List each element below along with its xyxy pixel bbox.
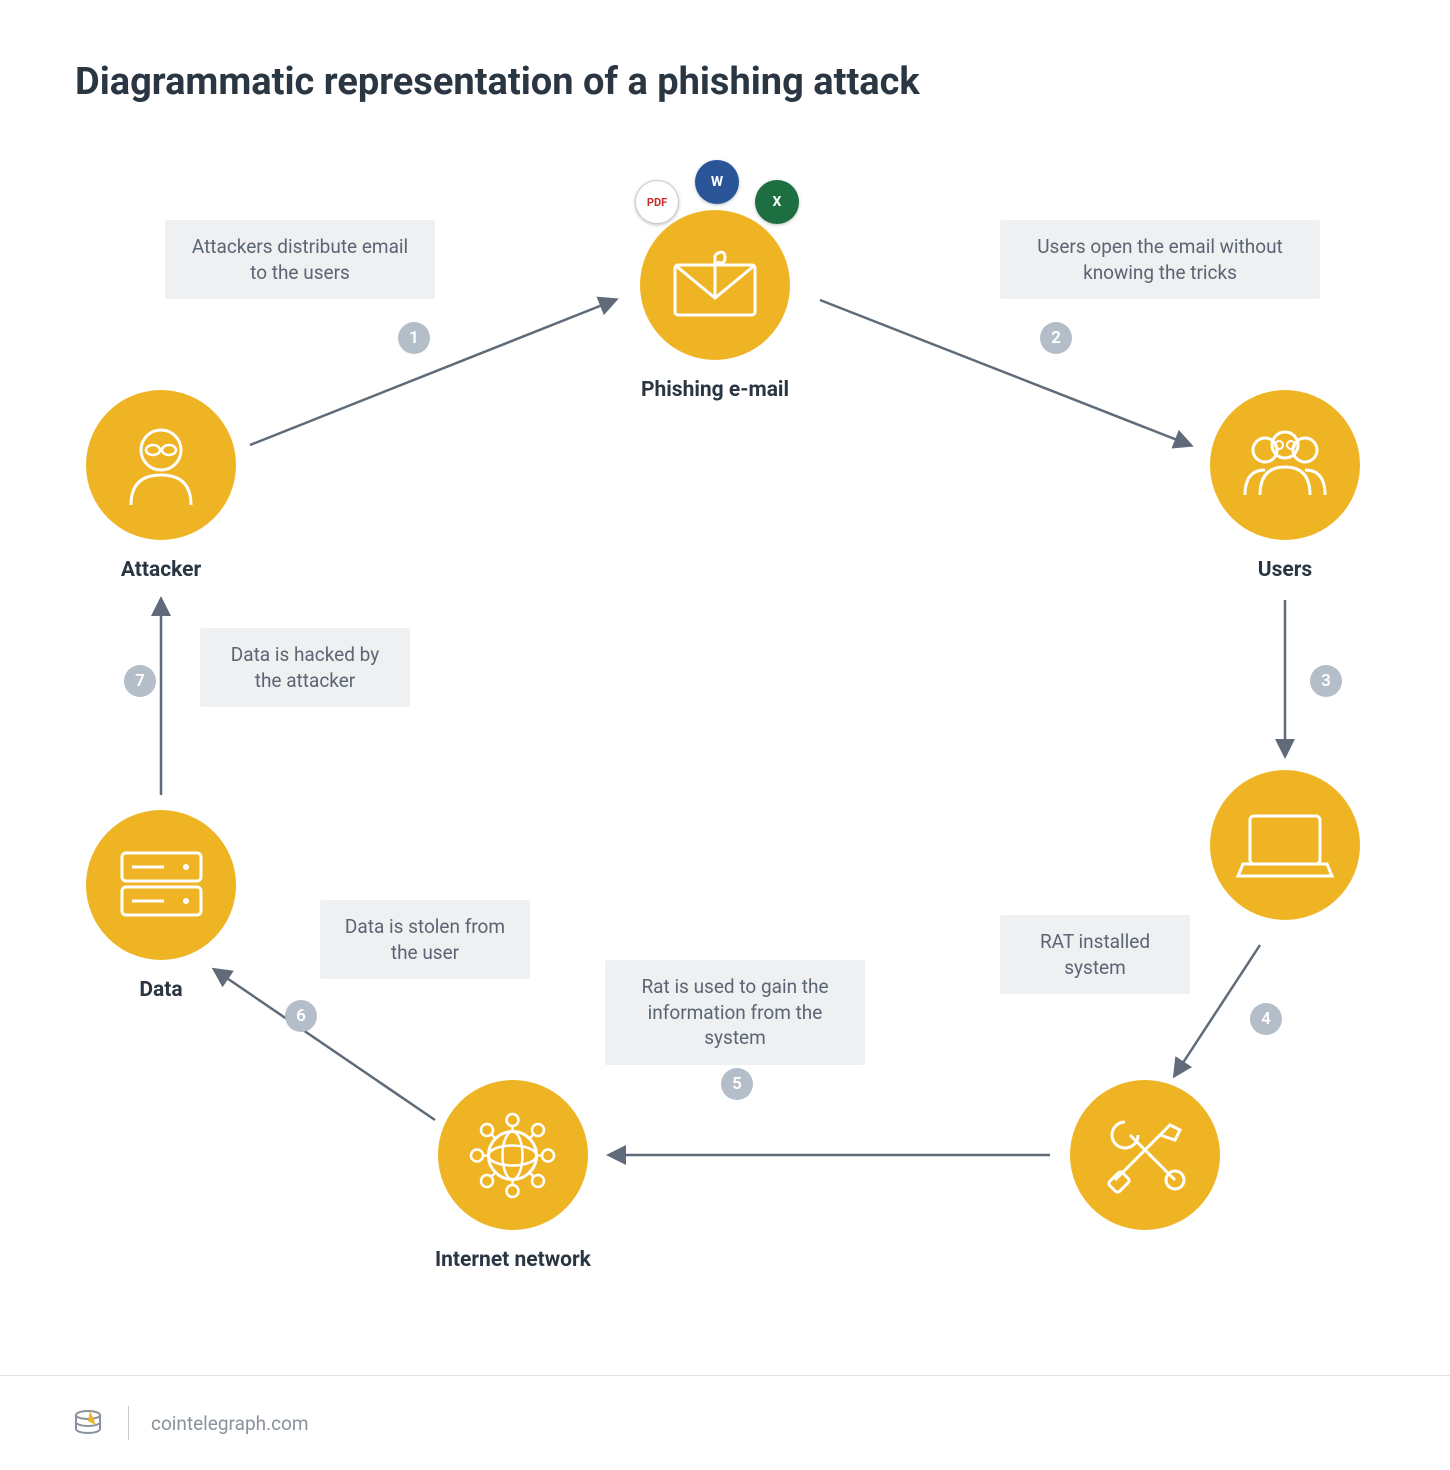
- node-label: Phishing e-mail: [641, 378, 789, 402]
- node-phishing-email: PDF W X Phishing e-mail: [640, 210, 790, 402]
- step-badge-1: 1: [398, 322, 430, 354]
- data-icon: [86, 810, 236, 960]
- step-badge-4: 4: [1250, 1003, 1282, 1035]
- desc-step-6: Data is stolen from the user: [320, 900, 530, 979]
- desc-step-7: Data is hacked by the attacker: [200, 628, 410, 707]
- step-badge-6: 6: [285, 1000, 317, 1032]
- users-icon: [1210, 390, 1360, 540]
- node-users: Users: [1210, 390, 1360, 582]
- desc-step-1: Attackers distribute email to the users: [165, 220, 435, 299]
- node-label: Data: [139, 978, 182, 1002]
- node-tools: [1070, 1080, 1220, 1230]
- page-title: Diagrammatic representation of a phishin…: [75, 60, 920, 104]
- diagram-canvas: Diagrammatic representation of a phishin…: [0, 0, 1450, 1470]
- desc-step-5: Rat is used to gain the information from…: [605, 960, 865, 1065]
- desc-step-2: Users open the email without knowing the…: [1000, 220, 1320, 299]
- word-app-icon: W: [695, 160, 739, 204]
- pdf-app-icon: PDF: [635, 180, 679, 224]
- footer-divider: [128, 1406, 129, 1440]
- internet-icon: [438, 1080, 588, 1230]
- node-laptop: [1210, 770, 1360, 920]
- step-badge-5: 5: [721, 1068, 753, 1100]
- node-internet-network: Internet network: [435, 1080, 591, 1272]
- attacker-icon: [86, 390, 236, 540]
- step-badge-7: 7: [124, 665, 156, 697]
- node-label: Internet network: [435, 1248, 591, 1272]
- desc-step-4: RAT installed system: [1000, 915, 1190, 994]
- laptop-icon: [1210, 770, 1360, 920]
- footer-brand: cointelegraph.com: [151, 1412, 309, 1435]
- node-data: Data: [86, 810, 236, 1002]
- logo-icon: [70, 1405, 106, 1441]
- step-badge-3: 3: [1310, 665, 1342, 697]
- node-attacker: Attacker: [86, 390, 236, 582]
- node-label: Attacker: [121, 558, 201, 582]
- excel-app-icon: X: [755, 180, 799, 224]
- tools-icon: [1070, 1080, 1220, 1230]
- footer: cointelegraph.com: [0, 1375, 1450, 1470]
- phishing-email-icon: PDF W X: [640, 210, 790, 360]
- node-label: Users: [1258, 558, 1312, 582]
- step-badge-2: 2: [1040, 322, 1072, 354]
